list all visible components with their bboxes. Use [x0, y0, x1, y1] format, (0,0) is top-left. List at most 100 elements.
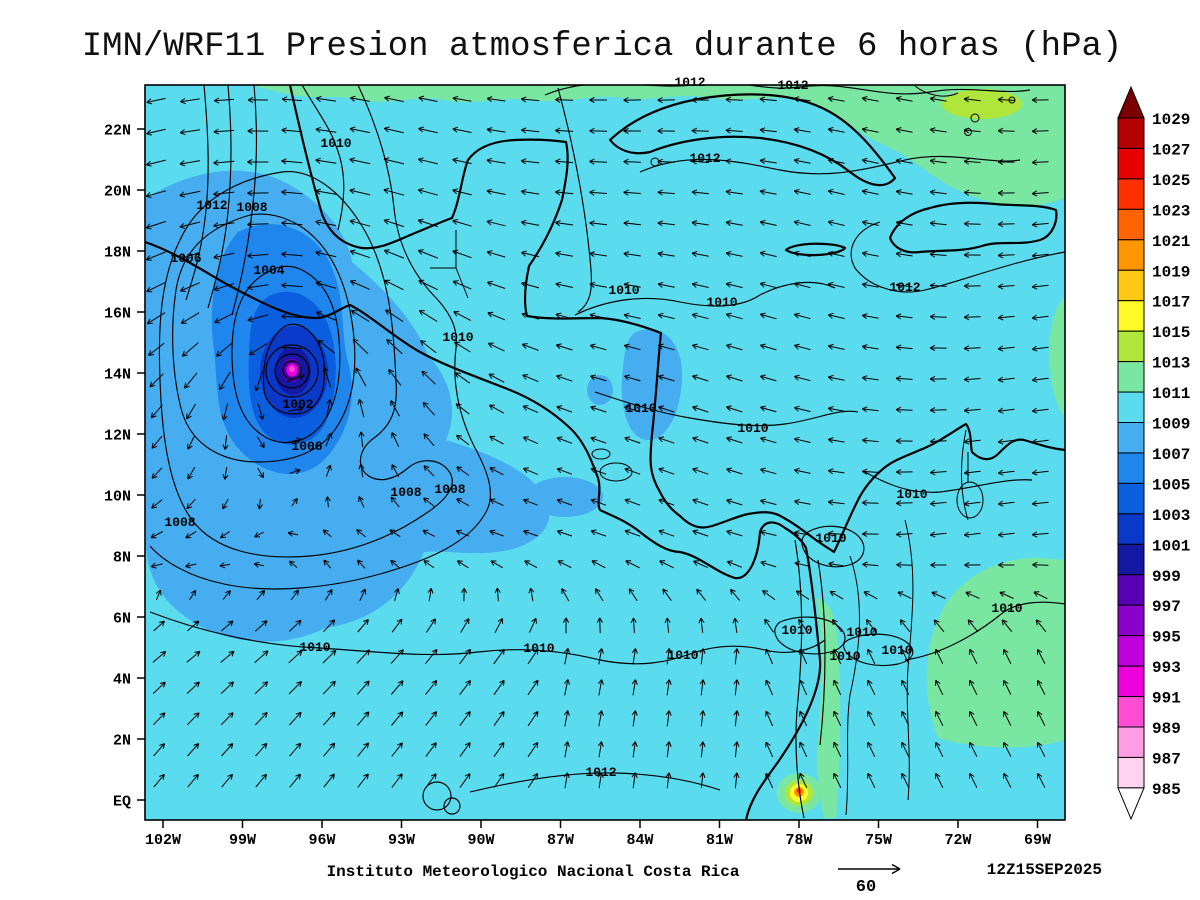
pressure-fill-layer [145, 85, 1065, 820]
colorbar-segment [1118, 605, 1144, 635]
contour-label: 1010 [896, 487, 927, 502]
colorbar-segment [1118, 636, 1144, 666]
institute-credit: Instituto Meteorologico Nacional Costa R… [327, 863, 740, 881]
x-tick-label: 84W [626, 832, 653, 849]
colorbar-segment [1118, 423, 1144, 453]
contour-label: 1012 [689, 151, 720, 166]
y-tick-label: 12N [104, 428, 131, 445]
x-tick-label: 69W [1024, 832, 1051, 849]
colorbar-tick-label: 1025 [1152, 172, 1190, 190]
x-tick-label: 81W [706, 832, 733, 849]
colorbar-tick-label: 1005 [1152, 476, 1190, 494]
y-tick-label: 14N [104, 367, 131, 384]
x-tick-label: 87W [547, 832, 574, 849]
contour-label: 1010 [781, 623, 812, 638]
x-tick-label: 99W [229, 832, 256, 849]
colorbar-tick-label: 991 [1152, 690, 1181, 708]
contour-label: 1012 [674, 75, 705, 90]
contour-label: 1010 [991, 601, 1022, 616]
colorbar-segment [1118, 697, 1144, 727]
colorbar-tick-label: 1007 [1152, 446, 1190, 464]
contour-label: 1010 [299, 640, 330, 655]
y-tick-label: 6N [113, 611, 131, 628]
x-tick-label: 90W [467, 832, 494, 849]
colorbar-segment [1118, 118, 1144, 148]
contour-label: 1010 [737, 421, 768, 436]
colorbar-tick-label: 1021 [1152, 233, 1190, 251]
colorbar-segment [1118, 544, 1144, 574]
colorbar-segment [1118, 270, 1144, 300]
colorbar-tick-label: 997 [1152, 598, 1181, 616]
colorbar-segment [1118, 362, 1144, 392]
contour-label: 1010 [523, 641, 554, 656]
colorbar-segment [1118, 575, 1144, 605]
y-tick-label: 22N [104, 123, 131, 140]
colorbar-tick-label: 1029 [1152, 111, 1190, 129]
contour-label: 1010 [320, 136, 351, 151]
x-tick-label: 72W [944, 832, 971, 849]
colorbar-tick-label: 1001 [1152, 537, 1190, 555]
y-tick-label: 4N [113, 672, 131, 689]
colorbar-tick-label: 999 [1152, 568, 1181, 586]
colorbar-tick-label: 987 [1152, 750, 1181, 768]
pressure-map-page: IMN/WRF11 Presion atmosferica durante 6 … [0, 0, 1200, 900]
colorbar-segment [1118, 240, 1144, 270]
contour-label: 1010 [706, 295, 737, 310]
colorbar-segment [1118, 666, 1144, 696]
colorbar-tick-label: 989 [1152, 720, 1181, 738]
colorbar-tick-label: 1009 [1152, 416, 1190, 434]
chart-title: IMN/WRF11 Presion atmosferica durante 6 … [82, 28, 1123, 66]
colorbar-segment [1118, 209, 1144, 239]
colorbar-segment [1118, 179, 1144, 209]
colorbar-segment [1118, 514, 1144, 544]
colorbar-segment [1118, 727, 1144, 757]
contour-label: 1008 [434, 482, 465, 497]
colorbar-segment [1118, 392, 1144, 422]
contour-label: 1008 [236, 200, 267, 215]
colorbar-tick-label: 1023 [1152, 202, 1190, 220]
contour-label: 1008 [164, 515, 195, 530]
colorbar-tick-label: 1003 [1152, 507, 1190, 525]
colorbar-tick-label: 993 [1152, 659, 1181, 677]
contour-label: 1006 [291, 439, 322, 454]
y-tick-label: 20N [104, 184, 131, 201]
y-tick-label: 18N [104, 245, 131, 262]
colorbar-segment [1118, 453, 1144, 483]
y-tick-label: 8N [113, 550, 131, 567]
contour-label: 1010 [608, 283, 639, 298]
fill-ne-yellowgreen-spot [942, 89, 1022, 119]
colorbar-segment [1118, 331, 1144, 361]
colorbar-tick-label: 1017 [1152, 294, 1190, 312]
colorbar-segment [1118, 757, 1144, 787]
contour-label: 1010 [846, 625, 877, 640]
y-tick-label: 2N [113, 733, 131, 750]
colorbar-tick-label: 1015 [1152, 324, 1190, 342]
y-tick-label: EQ [113, 794, 131, 811]
colorbar-segment [1118, 148, 1144, 178]
x-tick-label: 93W [388, 832, 415, 849]
x-tick-label: 78W [785, 832, 812, 849]
contour-label: 1012 [196, 198, 227, 213]
contour-label: 1012 [889, 280, 920, 295]
colorbar-tick-label: 1013 [1152, 355, 1190, 373]
x-tick-label: 75W [865, 832, 892, 849]
colorbar-segment [1118, 301, 1144, 331]
colorbar-tick-label: 1011 [1152, 385, 1190, 403]
colorbar-tick-label: 985 [1152, 781, 1181, 799]
contour-label: 1008 [390, 485, 421, 500]
valid-time-stamp: 12Z15SEP2025 [987, 861, 1102, 879]
fill-blue-arm-east [527, 477, 603, 517]
colorbar-segment [1118, 483, 1144, 513]
contour-label: 1010 [881, 643, 912, 658]
fill-low-center-989 [289, 366, 295, 372]
y-tick-label: 16N [104, 306, 131, 323]
x-tick-label: 102W [145, 832, 181, 849]
contour-label: 1010 [667, 648, 698, 663]
colorbar-tick-label: 1019 [1152, 263, 1190, 281]
y-tick-label: 10N [104, 489, 131, 506]
x-tick-label: 96W [308, 832, 335, 849]
contour-label: 1004 [253, 263, 284, 278]
reference-vector-label: 60 [856, 878, 876, 897]
colorbar-tick-label: 995 [1152, 629, 1181, 647]
pressure-map-figure: IMN/WRF11 Presion atmosferica durante 6 … [0, 0, 1200, 900]
